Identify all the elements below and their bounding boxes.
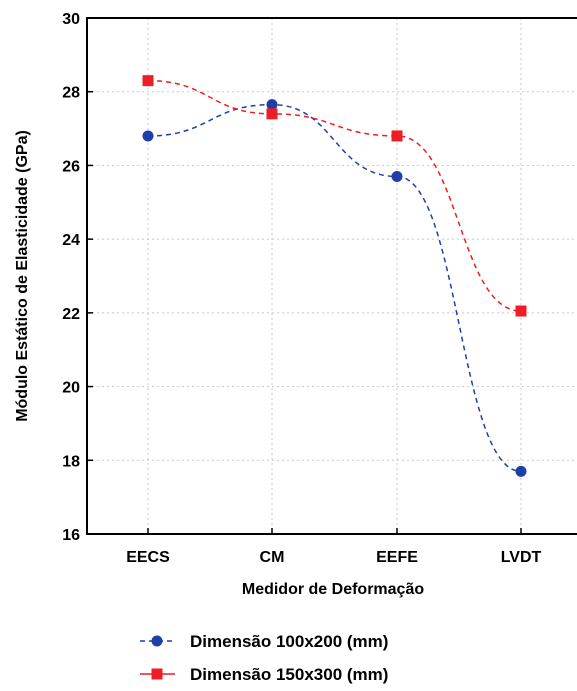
legend-marker-square <box>151 668 163 680</box>
series-line <box>147 103 522 473</box>
legend: Dimensão 100x200 (mm) Dimensão 150x300 (m… <box>140 632 388 684</box>
legend-marker-circle <box>151 635 163 647</box>
data-point-square <box>142 75 154 87</box>
x-tick-label: EEFE <box>376 549 418 566</box>
data-point-circle <box>391 170 403 182</box>
y-tick-label: 18 <box>62 453 80 470</box>
grid-lines <box>87 18 577 534</box>
plot-frame <box>86 17 577 535</box>
y-axis-title: Módulo Estático de Elasticidade (GPa) <box>14 130 31 422</box>
x-tick-label: EECS <box>126 549 170 566</box>
x-tick-label: CM <box>260 549 285 566</box>
data-point-circle <box>515 465 527 477</box>
y-tick-label: 26 <box>62 158 80 175</box>
data-point-circle <box>266 99 278 111</box>
data-point-square <box>391 130 403 142</box>
legend-label: Dimensão 100x200 (mm) <box>190 632 388 651</box>
series-layer <box>142 75 527 477</box>
data-point-square <box>266 108 278 120</box>
y-tick-label: 28 <box>62 85 80 102</box>
data-point-square <box>515 305 527 317</box>
y-tick-label: 30 <box>62 11 80 28</box>
data-point-circle <box>142 130 154 142</box>
axis-ticks: 16 18 20 22 24 26 28 30 EECS CM EEFE LVDT <box>62 11 541 566</box>
y-tick-label: 24 <box>62 232 80 249</box>
x-axis-title: Medidor de Deformação <box>242 581 424 598</box>
legend-label: Dimensão 150x300 (mm) <box>190 665 388 684</box>
series-line <box>147 79 522 312</box>
x-tick-label: LVDT <box>501 549 542 566</box>
y-tick-label: 16 <box>62 527 80 544</box>
y-tick-label: 20 <box>62 380 80 397</box>
y-tick-label: 22 <box>62 306 80 323</box>
